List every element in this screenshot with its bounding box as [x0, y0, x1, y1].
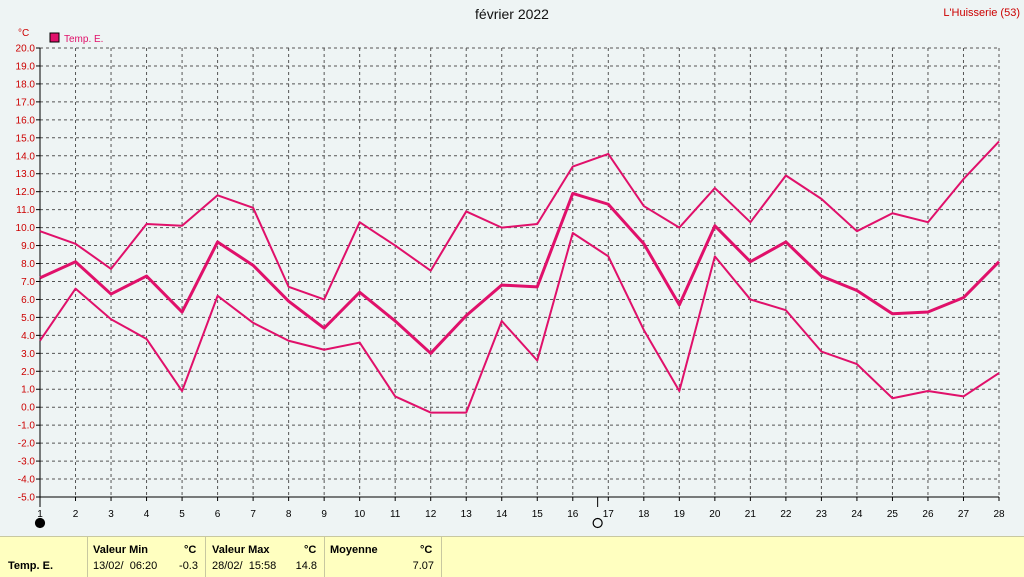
- y-tick-label: 4.0: [21, 331, 35, 342]
- x-tick-label: 18: [638, 509, 650, 520]
- x-tick-label: 27: [958, 509, 970, 520]
- y-tick-label: 14.0: [16, 151, 36, 162]
- y-tick-label: -5.0: [18, 493, 36, 504]
- temperature-chart: 20.019.018.017.016.015.014.013.012.011.0…: [16, 28, 1005, 529]
- y-tick-label: 9.0: [21, 241, 35, 252]
- grid-lines: [39, 47, 1000, 498]
- y-tick-label: 8.0: [21, 259, 35, 270]
- legend-swatch: [49, 32, 60, 43]
- x-tick-label: 1: [37, 509, 43, 520]
- y-axis-unit: °C: [18, 28, 29, 39]
- y-tick-label: -3.0: [18, 457, 36, 468]
- y-tick-label: 6.0: [21, 295, 35, 306]
- y-tick-label: 13.0: [16, 169, 36, 180]
- axes: 20.019.018.017.016.015.014.013.012.011.0…: [16, 44, 1005, 529]
- y-tick-label: 19.0: [16, 61, 36, 72]
- x-tick-label: 9: [321, 509, 327, 520]
- y-tick-label: 0.0: [21, 403, 35, 414]
- x-tick-label: 17: [603, 509, 615, 520]
- avg-header: Moyenne: [330, 544, 378, 556]
- series-lines: [39, 140, 1001, 414]
- max-date: 28/02/ 15:58: [212, 560, 277, 572]
- legend: Temp. E.: [49, 32, 103, 45]
- new-moon-icon: [592, 517, 603, 529]
- avg-cell: Moyenne °C 7.07: [325, 537, 442, 577]
- x-tick-label: 24: [851, 509, 863, 520]
- legend-label: Temp. E.: [64, 34, 103, 45]
- series-line-1: [39, 191, 1001, 355]
- x-tick-label: 14: [496, 509, 508, 520]
- y-tick-label: 11.0: [16, 205, 35, 216]
- min-unit: °C: [184, 544, 197, 556]
- x-tick-label: 15: [532, 509, 544, 520]
- footer-row-label: Temp. E.: [8, 560, 54, 572]
- x-tick-label: 21: [745, 509, 757, 520]
- x-tick-label: 12: [425, 509, 437, 520]
- x-tick-label: 20: [709, 509, 721, 520]
- min-value: -0.3: [179, 560, 198, 572]
- y-tick-label: 10.0: [16, 223, 36, 234]
- y-tick-label: 16.0: [16, 115, 36, 126]
- full-moon-icon: [34, 517, 46, 529]
- series-line-0: [39, 140, 1000, 301]
- footer-row-label-cell: Temp. E.: [0, 537, 88, 577]
- avg-value: 7.07: [412, 560, 434, 572]
- x-tick-label: 13: [461, 509, 473, 520]
- y-tick-label: 5.0: [21, 313, 35, 324]
- x-tick-label: 2: [73, 509, 79, 520]
- x-tick-label: 10: [354, 509, 366, 520]
- x-tick-label: 28: [993, 509, 1005, 520]
- y-tick-label: 12.0: [16, 187, 36, 198]
- x-tick-label: 6: [215, 509, 221, 520]
- y-tick-label: 3.0: [21, 349, 35, 360]
- x-tick-label: 8: [286, 509, 292, 520]
- x-tick-label: 22: [780, 509, 792, 520]
- x-tick-label: 4: [144, 509, 150, 520]
- x-tick-label: 16: [567, 509, 579, 520]
- x-tick-label: 11: [390, 509, 401, 520]
- max-value: 14.8: [295, 560, 317, 572]
- max-cell: Valeur Max °C 28/02/ 15:58 14.8: [206, 537, 325, 577]
- avg-unit: °C: [420, 544, 433, 556]
- chart-title: février 2022: [475, 6, 549, 22]
- x-tick-label: 3: [108, 509, 114, 520]
- x-tick-label: 23: [816, 509, 828, 520]
- max-header: Valeur Max: [212, 544, 270, 556]
- y-tick-label: 15.0: [16, 133, 36, 144]
- y-tick-label: -2.0: [18, 439, 36, 450]
- y-tick-label: 1.0: [21, 385, 35, 396]
- y-tick-label: -1.0: [18, 421, 36, 432]
- max-unit: °C: [304, 544, 317, 556]
- x-tick-label: 19: [674, 509, 686, 520]
- x-tick-label: 7: [250, 509, 256, 520]
- x-tick-label: 25: [887, 509, 899, 520]
- min-header: Valeur Min: [93, 544, 149, 556]
- y-tick-label: 7.0: [21, 277, 35, 288]
- y-tick-label: 2.0: [21, 367, 35, 378]
- min-date: 13/02/ 06:20: [93, 560, 158, 572]
- x-tick-label: 26: [922, 509, 934, 520]
- min-cell: Valeur Min °C 13/02/ 06:20 -0.3: [88, 537, 206, 577]
- y-tick-label: 17.0: [16, 97, 36, 108]
- x-tick-label: 5: [179, 509, 185, 520]
- y-tick-label: -4.0: [18, 475, 36, 486]
- station-name: L'Huisserie (53): [943, 7, 1020, 19]
- y-tick-label: 18.0: [16, 79, 36, 90]
- y-tick-label: 20.0: [16, 44, 36, 55]
- series-line-2: [39, 231, 1000, 414]
- stats-footer: Temp. E. Valeur Min °C 13/02/ 06:20 -0.3…: [0, 536, 1024, 577]
